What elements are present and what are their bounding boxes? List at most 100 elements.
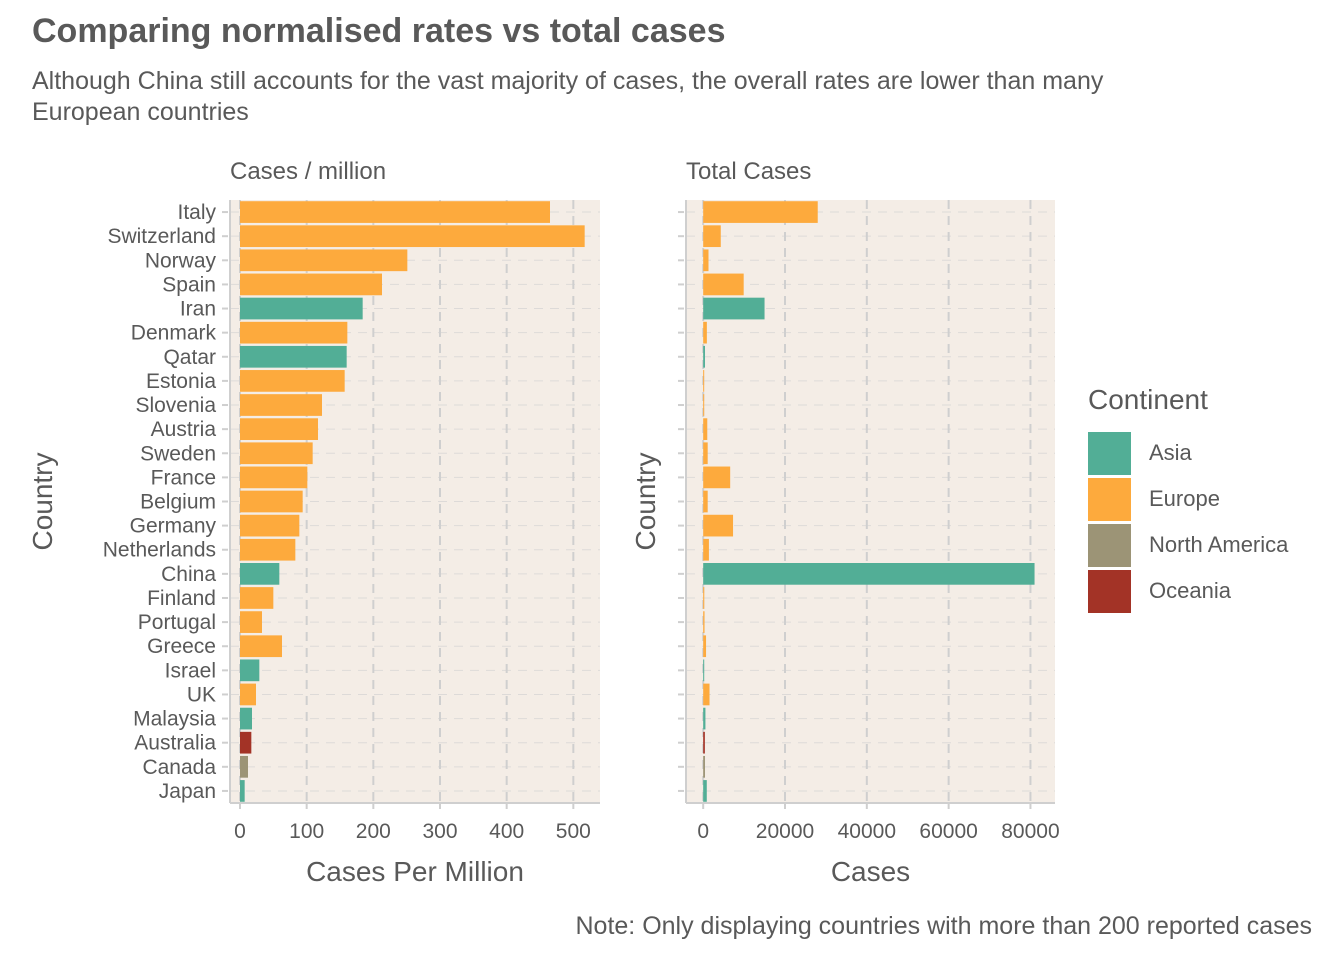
panel-1-category-label-germany: Germany <box>130 515 217 538</box>
panel-1-category-label-canada: Canada <box>142 756 216 779</box>
panel-1-category-label-belgium: Belgium <box>140 491 216 514</box>
panel-1-bar-netherlands <box>240 538 296 561</box>
panel-1-bar-norway <box>240 249 408 272</box>
panel-2-title: Total Cases <box>686 158 811 185</box>
panel-1-category-label-australia: Australia <box>134 732 216 755</box>
panel-2-bar-spain <box>703 273 744 296</box>
panel-1-bar-uk <box>240 683 256 706</box>
panel-2-xtick-label: 0 <box>697 820 709 843</box>
panel-1-bar-austria <box>240 418 318 440</box>
legend: Continent Asia Europe North America Ocea… <box>1088 384 1288 614</box>
panel-1-category-label-japan: Japan <box>159 780 216 803</box>
panel-1-bar-australia <box>240 731 252 754</box>
legend-item-north-america: North America <box>1088 522 1288 568</box>
legend-swatch-asia <box>1088 431 1131 475</box>
legend-swatch-europe <box>1088 477 1131 521</box>
panel-2-xtick-label: 20000 <box>756 820 814 843</box>
legend-item-oceania: Oceania <box>1088 568 1288 614</box>
panel-1-xlabel: Cases Per Million <box>306 856 524 887</box>
panel-2-bar-switzerland <box>703 225 721 248</box>
panel-1-bar-spain <box>240 273 382 296</box>
legend-swatch-oceania <box>1088 569 1131 613</box>
panel-1-bar-belgium <box>240 490 303 513</box>
panel-1-category-label-slovenia: Slovenia <box>135 394 216 417</box>
panel-2-ylabel: Country <box>630 452 661 550</box>
panel-1-category-label-france: France <box>151 466 216 489</box>
panel-1-category-label-israel: Israel <box>165 659 216 682</box>
panel-2-bar-australia <box>703 731 705 754</box>
panel-1-bar-germany <box>240 514 300 537</box>
panel-1-bar-portugal <box>240 611 262 633</box>
panel-1-bar-switzerland <box>240 225 585 248</box>
chart-note: Note: Only displaying countries with mor… <box>575 912 1313 940</box>
panel-1-xtick-label: 100 <box>289 820 324 843</box>
panel-2-bar-portugal <box>703 611 705 633</box>
panel-2-xlabel: Cases <box>831 856 910 887</box>
panel-1-category-label-italy: Italy <box>177 201 216 224</box>
panel-1-bar-finland <box>240 587 274 609</box>
panel-1-category-label-finland: Finland <box>147 587 216 610</box>
legend-label-asia: Asia <box>1149 440 1192 465</box>
panel-1-category-label-portugal: Portugal <box>138 611 216 634</box>
panel-1-xtick-label: 400 <box>489 820 524 843</box>
panel-1-bar-france <box>240 466 308 489</box>
panel-1-bar-israel <box>240 659 260 682</box>
panel-1-bar-sweden <box>240 442 313 465</box>
panel-1-bar-china <box>240 563 280 585</box>
panel-1-category-label-malaysia: Malaysia <box>133 708 216 731</box>
panel-2-bar-iran <box>703 297 765 320</box>
panel-1-category-label-switzerland: Switzerland <box>107 225 216 248</box>
panel-2-bar-belgium <box>703 490 708 513</box>
panel-1-category-label-qatar: Qatar <box>163 346 216 369</box>
panel-2-xtick-label: 60000 <box>919 820 977 843</box>
panel-2-bar-france <box>703 466 731 489</box>
panel-2-bar-malaysia <box>703 707 706 730</box>
legend-item-europe: Europe <box>1088 476 1288 522</box>
panel-1-category-label-norway: Norway <box>145 249 217 272</box>
panel-1-xtick-label: 300 <box>422 820 457 843</box>
panel-2-bar-qatar <box>703 345 705 368</box>
panel-2-xtick-label: 40000 <box>838 820 896 843</box>
panel-2-bar-japan <box>703 780 707 802</box>
panel-1-bar-japan <box>240 780 245 802</box>
panel-1-bar-estonia <box>240 370 345 392</box>
panel-2-bar-austria <box>703 418 708 440</box>
panel-2-bar-netherlands <box>703 538 709 561</box>
panel-1-bar-canada <box>240 755 248 778</box>
legend-label-europe: Europe <box>1149 486 1220 511</box>
panel-2-bar-slovenia <box>703 394 705 416</box>
panel-2-bar-uk <box>703 683 710 706</box>
panel-2-xtick-label: 80000 <box>1001 820 1059 843</box>
legend-swatch-north-america <box>1088 523 1131 567</box>
panel-1-bar-denmark <box>240 321 348 344</box>
panel-1-bar-malaysia <box>240 707 252 730</box>
panel-1-bar-slovenia <box>240 394 322 416</box>
panel-1-bar-greece <box>240 635 282 658</box>
panel-1-category-label-austria: Austria <box>151 418 217 441</box>
legend-label-oceania: Oceania <box>1149 578 1231 603</box>
panel-2-bar-greece <box>703 635 707 658</box>
panel-1-category-label-greece: Greece <box>147 635 216 658</box>
panel-2-bar-finland <box>703 587 705 609</box>
panel-2-bar-israel <box>703 659 705 682</box>
panel-1-category-label-iran: Iran <box>180 298 216 321</box>
panel-1-title: Cases / million <box>230 158 386 185</box>
chart-title: Comparing normalised rates vs total case… <box>32 12 726 50</box>
panel-2-bar-estonia <box>703 370 705 392</box>
panel-2-bar-china <box>703 563 1035 585</box>
panel-1-category-label-china: China <box>161 563 216 586</box>
panel-1-category-label-denmark: Denmark <box>131 322 217 345</box>
panel-1-bar-iran <box>240 297 363 320</box>
panel-2-bar-sweden <box>703 442 708 465</box>
legend-label-north-america: North America <box>1149 532 1289 557</box>
panel-1-category-label-estonia: Estonia <box>146 370 216 393</box>
panel-1-xtick-label: 0 <box>234 820 246 843</box>
panel-2-bar-italy <box>703 201 818 223</box>
panel-2-bar-norway <box>703 249 709 272</box>
legend-item-asia: Asia <box>1088 430 1288 476</box>
panel-1-category-label-uk: UK <box>187 683 216 706</box>
panel-1-xtick-label: 200 <box>356 820 391 843</box>
panel-1-category-label-spain: Spain <box>162 273 216 296</box>
panel-1-bar-italy <box>240 201 550 223</box>
